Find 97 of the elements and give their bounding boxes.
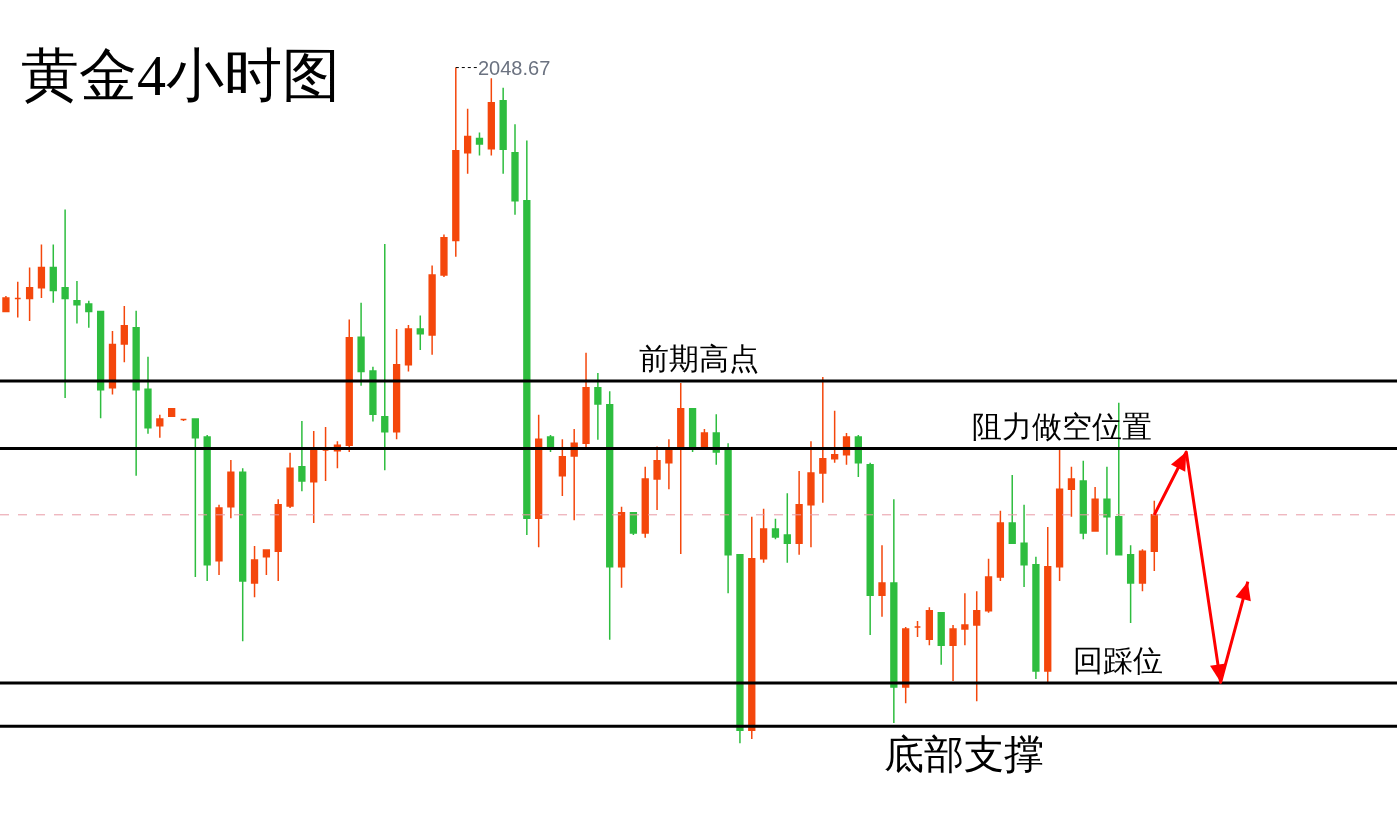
candlestick <box>1067 466 1076 518</box>
candlestick <box>1020 503 1028 588</box>
candlestick <box>156 414 164 439</box>
candlestick <box>239 467 247 642</box>
candlestick <box>748 516 756 740</box>
candlestick <box>404 324 413 373</box>
candlestick <box>665 438 673 490</box>
candlestick <box>416 314 424 351</box>
candlestick <box>913 620 922 638</box>
candlestick <box>582 351 590 449</box>
candlestick <box>191 418 199 578</box>
candlestick <box>250 545 259 598</box>
candlestick <box>594 372 602 441</box>
candlestick <box>925 606 934 646</box>
candlestick <box>274 498 282 582</box>
candlestick <box>629 511 638 536</box>
candlestick <box>73 280 81 325</box>
candlestick <box>215 503 223 576</box>
candlestick <box>120 305 128 363</box>
candlestick <box>475 131 484 157</box>
candlestick <box>606 390 614 641</box>
candlestick <box>49 243 57 304</box>
candlestick <box>321 426 330 482</box>
candlestick <box>144 355 152 435</box>
candlestick <box>262 549 271 576</box>
candlestick <box>203 434 211 582</box>
candlestick <box>795 470 803 556</box>
candlestick <box>819 376 827 504</box>
candlestick <box>700 428 709 448</box>
candlestick <box>452 66 460 258</box>
candlestick <box>1079 460 1087 540</box>
candlestick <box>108 330 117 396</box>
candlestick <box>37 243 46 299</box>
ref-line-label: 回踩位 <box>1073 644 1163 677</box>
candlestick <box>558 438 566 497</box>
ref-line-label: 底部支撑 <box>884 732 1044 777</box>
candlestick <box>2 295 10 313</box>
candlestick <box>1138 548 1147 592</box>
candlestick <box>641 466 649 539</box>
candlestick <box>227 459 235 519</box>
candlestick <box>878 544 886 618</box>
candlestick <box>570 428 578 521</box>
candlestick <box>310 430 318 524</box>
candlestick <box>1103 466 1111 556</box>
candlestick <box>866 462 874 636</box>
candlestick <box>688 407 697 453</box>
candlestick <box>369 366 377 423</box>
candlestick <box>1091 486 1099 532</box>
candlestick <box>25 266 34 322</box>
candlestick <box>523 139 531 536</box>
candlestick <box>890 498 898 724</box>
candlestick <box>771 518 780 540</box>
candlestick <box>345 318 353 453</box>
candlestick <box>937 612 945 666</box>
candlestick <box>1055 449 1064 582</box>
candlestick <box>973 590 981 703</box>
candlestick <box>381 243 389 471</box>
candlestick <box>298 420 306 492</box>
candlestick <box>996 510 1005 582</box>
ref-line-label: 前期高点 <box>639 342 759 375</box>
candlestick <box>949 624 957 682</box>
annotation: 2048.67 <box>478 57 551 79</box>
candlestick <box>759 507 768 564</box>
candlestick <box>85 299 93 329</box>
candlestick <box>1044 526 1052 684</box>
candlestick <box>96 310 105 419</box>
candlestick <box>736 553 744 744</box>
candlestick <box>440 233 448 278</box>
candlestick <box>984 557 993 614</box>
candlestick <box>132 310 140 477</box>
candlestick <box>535 414 543 548</box>
candlestick <box>961 592 969 646</box>
candlestick <box>902 626 910 705</box>
candlestick <box>831 410 839 464</box>
candlestick <box>499 87 507 175</box>
candlestick <box>286 451 294 509</box>
candlestick <box>428 264 436 356</box>
candlestick <box>179 418 188 422</box>
candlestick <box>487 77 495 157</box>
candlestick <box>546 434 555 453</box>
candlestick <box>1032 555 1040 680</box>
candlestick <box>1008 474 1016 544</box>
candlestick <box>511 123 519 216</box>
candlestick <box>807 440 815 548</box>
candlestick <box>724 442 732 594</box>
candlestick <box>783 492 791 564</box>
candlestick <box>1150 499 1158 572</box>
candlestick <box>61 208 69 399</box>
candlestick <box>14 280 22 319</box>
candlestick <box>463 108 472 175</box>
candlestick <box>617 505 626 589</box>
candlestick <box>168 407 176 417</box>
chart-title: 黄金4小时图 <box>20 43 340 109</box>
candlestick <box>677 382 685 555</box>
candlestick <box>392 328 401 440</box>
candlestick <box>357 301 365 387</box>
candlestick <box>1126 544 1135 624</box>
